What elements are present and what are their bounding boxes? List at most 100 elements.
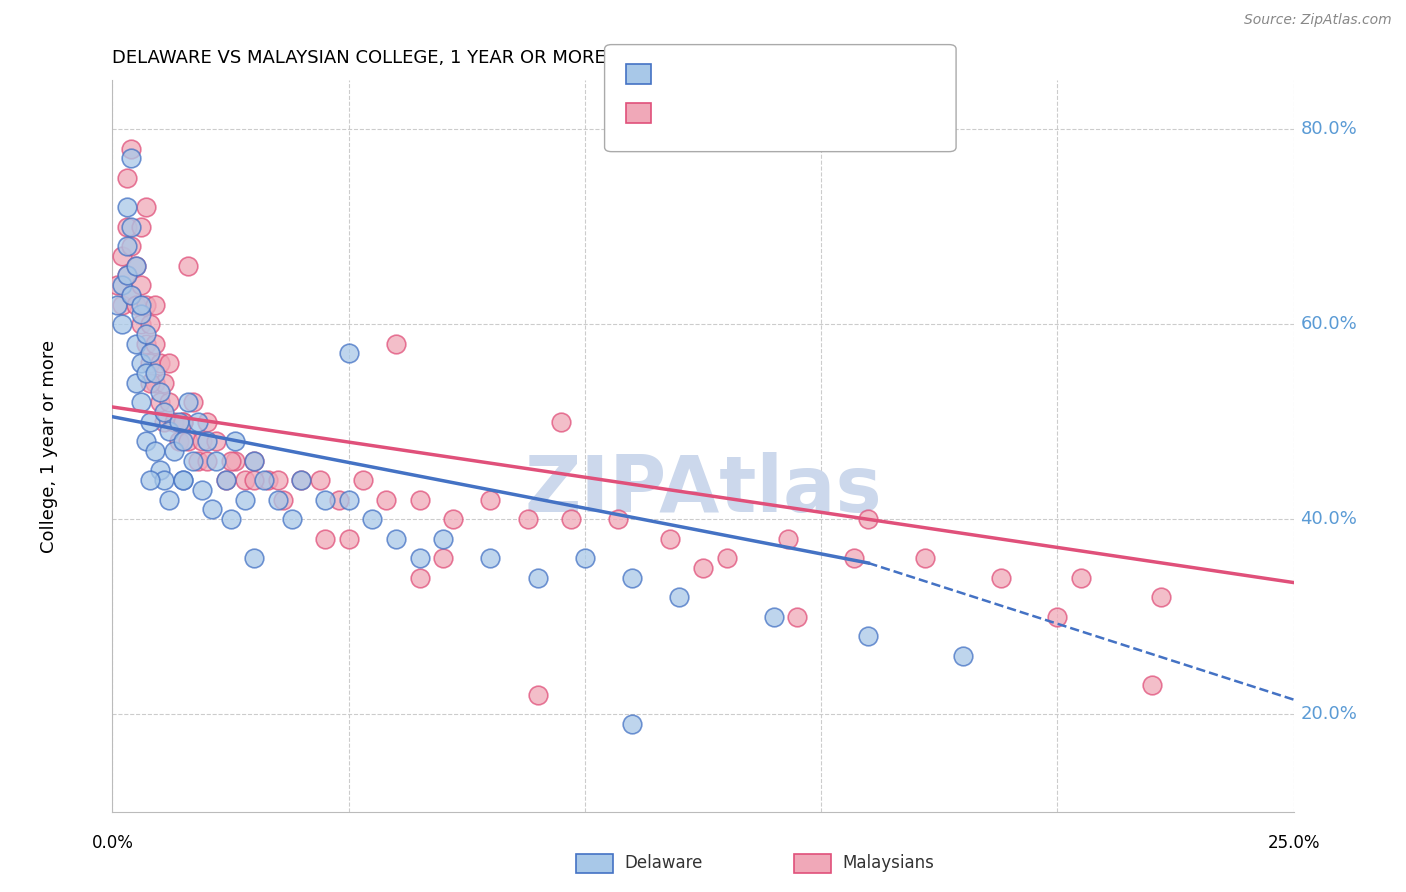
Point bbox=[337, 346, 360, 360]
Point bbox=[233, 473, 256, 487]
Point bbox=[408, 492, 430, 507]
Point bbox=[375, 492, 398, 507]
Point bbox=[337, 492, 360, 507]
Point bbox=[115, 268, 138, 283]
Point bbox=[337, 532, 360, 546]
Point bbox=[139, 346, 162, 360]
Point bbox=[139, 356, 162, 370]
Point bbox=[125, 376, 148, 390]
Point bbox=[115, 170, 138, 185]
Text: 40.0%: 40.0% bbox=[1301, 510, 1357, 528]
Text: 20.0%: 20.0% bbox=[1301, 706, 1357, 723]
Point bbox=[550, 415, 572, 429]
Point bbox=[157, 492, 180, 507]
Point bbox=[120, 151, 142, 165]
Point bbox=[990, 571, 1012, 585]
Point bbox=[111, 249, 134, 263]
Point bbox=[432, 551, 454, 566]
Point bbox=[574, 551, 596, 566]
Point bbox=[309, 473, 332, 487]
Text: ZIPAtlas: ZIPAtlas bbox=[524, 452, 882, 528]
Point bbox=[526, 688, 548, 702]
Point bbox=[143, 336, 166, 351]
Point bbox=[111, 317, 134, 331]
Point bbox=[125, 297, 148, 311]
Text: -0.365: -0.365 bbox=[704, 104, 766, 122]
Point bbox=[432, 532, 454, 546]
Point bbox=[177, 259, 200, 273]
Point bbox=[1150, 590, 1173, 604]
Point bbox=[186, 415, 208, 429]
Point bbox=[243, 453, 266, 467]
Point bbox=[129, 356, 152, 370]
Point bbox=[163, 443, 186, 458]
Point bbox=[253, 473, 276, 487]
Text: N =: N = bbox=[779, 104, 828, 122]
Point bbox=[408, 551, 430, 566]
Point bbox=[858, 629, 880, 643]
Point bbox=[125, 259, 148, 273]
Point bbox=[191, 483, 214, 497]
Point bbox=[149, 385, 172, 400]
Point bbox=[172, 434, 194, 449]
Point bbox=[149, 356, 172, 370]
Point bbox=[157, 356, 180, 370]
Point bbox=[135, 200, 157, 214]
Point bbox=[139, 376, 162, 390]
Point bbox=[129, 307, 152, 321]
Text: N =: N = bbox=[779, 65, 828, 83]
Point bbox=[143, 297, 166, 311]
Point bbox=[129, 317, 152, 331]
Point bbox=[233, 492, 256, 507]
Point bbox=[219, 512, 242, 526]
Point bbox=[352, 473, 374, 487]
Text: R =: R = bbox=[662, 104, 700, 122]
Point bbox=[129, 278, 152, 293]
Point bbox=[267, 473, 290, 487]
Point bbox=[157, 425, 180, 439]
Point bbox=[243, 473, 266, 487]
Text: 25.0%: 25.0% bbox=[1267, 834, 1320, 852]
Point bbox=[143, 443, 166, 458]
Point bbox=[243, 551, 266, 566]
Point bbox=[271, 492, 294, 507]
Point bbox=[172, 415, 194, 429]
Text: 81: 81 bbox=[831, 104, 855, 122]
Point bbox=[120, 142, 142, 156]
Point bbox=[281, 512, 304, 526]
Text: -0.296: -0.296 bbox=[704, 65, 766, 83]
Text: 68: 68 bbox=[831, 65, 855, 83]
Point bbox=[786, 609, 808, 624]
Text: Source: ZipAtlas.com: Source: ZipAtlas.com bbox=[1244, 13, 1392, 28]
Point bbox=[195, 415, 218, 429]
Point bbox=[186, 453, 208, 467]
Point bbox=[201, 502, 224, 516]
Point bbox=[219, 453, 242, 467]
Point bbox=[172, 473, 194, 487]
Point bbox=[215, 473, 238, 487]
Point bbox=[135, 326, 157, 341]
Point bbox=[668, 590, 690, 604]
Point bbox=[139, 473, 162, 487]
Point bbox=[153, 376, 176, 390]
Point bbox=[205, 453, 228, 467]
Point bbox=[716, 551, 738, 566]
Point bbox=[139, 317, 162, 331]
Point bbox=[224, 434, 246, 449]
Point bbox=[243, 453, 266, 467]
Point bbox=[139, 415, 162, 429]
Point bbox=[290, 473, 312, 487]
Text: College, 1 year or more: College, 1 year or more bbox=[41, 340, 58, 552]
Point bbox=[172, 473, 194, 487]
Point bbox=[914, 551, 936, 566]
Text: Delaware: Delaware bbox=[624, 855, 703, 872]
Point bbox=[181, 453, 204, 467]
Point bbox=[385, 336, 408, 351]
Point bbox=[762, 609, 785, 624]
Point bbox=[167, 434, 190, 449]
Point bbox=[177, 434, 200, 449]
Point bbox=[191, 434, 214, 449]
Point bbox=[129, 297, 152, 311]
Point bbox=[120, 219, 142, 234]
Point bbox=[621, 571, 644, 585]
